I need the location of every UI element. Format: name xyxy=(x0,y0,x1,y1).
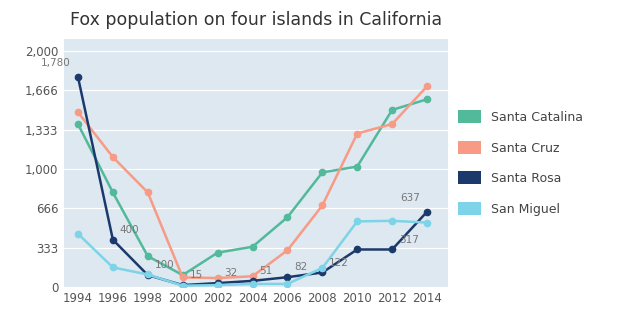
Santa Rosa xyxy=(249,279,257,283)
San Miguel xyxy=(179,284,186,288)
San Miguel xyxy=(284,282,291,286)
Santa Cruz xyxy=(249,274,257,278)
San Miguel xyxy=(353,219,361,223)
San Miguel xyxy=(214,283,221,287)
Santa Cruz xyxy=(388,122,396,126)
Santa Rosa xyxy=(144,273,152,277)
Text: 317: 317 xyxy=(399,234,419,244)
Santa Rosa xyxy=(423,210,431,214)
Text: 32: 32 xyxy=(225,268,238,278)
Santa Cruz xyxy=(109,155,116,159)
Santa Catalina xyxy=(249,245,257,249)
Santa Catalina xyxy=(353,165,361,169)
Line: Santa Cruz: Santa Cruz xyxy=(75,83,430,281)
Santa Cruz xyxy=(214,276,221,280)
Santa Catalina xyxy=(74,122,82,126)
Text: 15: 15 xyxy=(189,270,203,280)
Santa Cruz xyxy=(319,203,326,207)
San Miguel xyxy=(144,273,152,276)
Santa Catalina xyxy=(423,97,431,101)
Text: 51: 51 xyxy=(259,266,273,276)
Text: 1,780: 1,780 xyxy=(41,58,71,68)
Text: 400: 400 xyxy=(120,225,140,235)
Santa Catalina xyxy=(319,170,326,174)
Text: 82: 82 xyxy=(294,262,308,272)
San Miguel xyxy=(423,221,431,225)
Santa Rosa xyxy=(74,75,82,79)
Text: 122: 122 xyxy=(329,258,349,268)
Line: Santa Rosa: Santa Rosa xyxy=(75,74,430,288)
Title: Fox population on four islands in California: Fox population on four islands in Califo… xyxy=(70,11,442,29)
Santa Rosa xyxy=(179,283,186,287)
Santa Catalina xyxy=(214,251,221,255)
Line: San Miguel: San Miguel xyxy=(75,218,430,289)
Santa Rosa xyxy=(388,247,396,251)
San Miguel xyxy=(249,282,257,286)
Santa Cruz xyxy=(353,132,361,136)
Text: 637: 637 xyxy=(400,193,420,203)
Santa Rosa xyxy=(353,247,361,251)
Santa Cruz xyxy=(423,84,431,88)
Santa Cruz xyxy=(74,110,82,114)
Santa Catalina xyxy=(284,215,291,219)
Santa Cruz xyxy=(179,275,186,279)
San Miguel xyxy=(319,266,326,270)
Santa Rosa xyxy=(284,275,291,279)
Santa Rosa xyxy=(109,238,116,242)
Santa Catalina xyxy=(388,108,396,112)
San Miguel xyxy=(74,232,82,236)
Santa Cruz xyxy=(144,190,152,194)
Text: 100: 100 xyxy=(155,260,174,270)
San Miguel xyxy=(109,265,116,269)
Santa Catalina xyxy=(144,254,152,258)
Santa Rosa xyxy=(214,281,221,285)
Santa Rosa xyxy=(319,271,326,274)
Santa Catalina xyxy=(109,190,116,194)
Santa Cruz xyxy=(284,248,291,252)
Legend: Santa Catalina, Santa Cruz, Santa Rosa, San Miguel: Santa Catalina, Santa Cruz, Santa Rosa, … xyxy=(458,111,582,215)
San Miguel xyxy=(388,219,396,223)
Line: Santa Catalina: Santa Catalina xyxy=(75,96,430,278)
Santa Catalina xyxy=(179,273,186,277)
